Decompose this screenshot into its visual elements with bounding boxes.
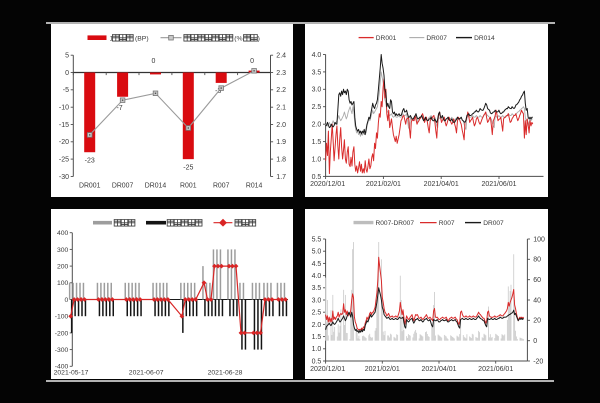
svg-text:(%,: (%, xyxy=(234,35,244,42)
svg-text:2021-05-17: 2021-05-17 xyxy=(54,369,89,376)
svg-text:2.1: 2.1 xyxy=(276,105,286,112)
svg-text:0: 0 xyxy=(65,297,69,304)
svg-text:2.0: 2.0 xyxy=(276,122,286,129)
svg-text:1.8: 1.8 xyxy=(276,157,286,164)
svg-text:R007: R007 xyxy=(213,183,230,190)
svg-text:4.0: 4.0 xyxy=(312,273,322,280)
svg-text:0: 0 xyxy=(533,338,537,345)
svg-text:DR007: DR007 xyxy=(426,35,447,42)
svg-text:2.5: 2.5 xyxy=(312,310,322,317)
svg-text:R014: R014 xyxy=(246,183,263,190)
svg-text:2021/06/01: 2021/06/01 xyxy=(478,366,513,373)
svg-text:DR014: DR014 xyxy=(145,183,167,190)
svg-text:-300: -300 xyxy=(55,347,69,354)
svg-text:2021/04/01: 2021/04/01 xyxy=(421,366,456,373)
svg-text:-25: -25 xyxy=(183,165,193,172)
svg-text:2021-06-28: 2021-06-28 xyxy=(208,369,243,376)
svg-text:200: 200 xyxy=(57,264,69,271)
svg-text:R007: R007 xyxy=(439,220,455,227)
svg-text:-23: -23 xyxy=(85,158,95,165)
svg-text:-10: -10 xyxy=(59,105,69,112)
svg-text:): ) xyxy=(258,35,260,42)
svg-text:R001: R001 xyxy=(180,183,197,190)
svg-text:-5: -5 xyxy=(63,87,69,94)
svg-text:1: 1 xyxy=(110,35,114,42)
svg-text:-100: -100 xyxy=(55,314,69,321)
svg-text:-25: -25 xyxy=(59,157,69,164)
svg-text:1.0: 1.0 xyxy=(312,346,322,353)
svg-text:-20: -20 xyxy=(533,358,543,365)
svg-text:-20: -20 xyxy=(59,139,69,146)
svg-text:1.5: 1.5 xyxy=(312,334,322,341)
svg-text:1.0: 1.0 xyxy=(312,156,322,163)
svg-text:2021/02/01: 2021/02/01 xyxy=(366,181,401,188)
svg-text:3.5: 3.5 xyxy=(312,285,322,292)
svg-text:300: 300 xyxy=(57,247,69,254)
svg-text:DR007: DR007 xyxy=(112,183,134,190)
svg-text:5.0: 5.0 xyxy=(312,249,322,256)
svg-text:2.4: 2.4 xyxy=(276,53,286,60)
svg-text:R007-DR007: R007-DR007 xyxy=(376,220,415,227)
svg-text:20: 20 xyxy=(533,318,541,325)
svg-text:DR007: DR007 xyxy=(483,220,504,227)
svg-text:2021-06-07: 2021-06-07 xyxy=(129,369,164,376)
svg-text:-200: -200 xyxy=(55,330,69,337)
svg-text:4.0: 4.0 xyxy=(312,52,322,59)
svg-text:400: 400 xyxy=(57,230,69,237)
svg-text:2.2: 2.2 xyxy=(276,87,286,94)
svg-text:1.9: 1.9 xyxy=(276,139,286,146)
svg-text:1.7: 1.7 xyxy=(276,174,286,181)
svg-text:1.5: 1.5 xyxy=(312,139,322,146)
svg-text:5.5: 5.5 xyxy=(312,236,322,243)
svg-text:(BP): (BP) xyxy=(135,35,149,42)
svg-text:2021/06/01: 2021/06/01 xyxy=(481,181,516,188)
svg-text:-7: -7 xyxy=(116,105,122,112)
svg-text:2020/12/01: 2020/12/01 xyxy=(310,366,345,373)
svg-text:0: 0 xyxy=(152,58,156,65)
svg-text:DR001: DR001 xyxy=(79,183,101,190)
svg-text:3.0: 3.0 xyxy=(312,87,322,94)
svg-text:100: 100 xyxy=(57,280,69,287)
svg-text:2.5: 2.5 xyxy=(312,104,322,111)
svg-text:0.5: 0.5 xyxy=(312,174,322,181)
svg-text:0.5: 0.5 xyxy=(312,358,322,365)
svg-text:40: 40 xyxy=(533,297,541,304)
svg-text:2021/02/01: 2021/02/01 xyxy=(365,366,400,373)
svg-text:4.5: 4.5 xyxy=(312,261,322,268)
svg-text:DR014: DR014 xyxy=(474,35,495,42)
svg-text:DR001: DR001 xyxy=(376,35,397,42)
svg-text:60: 60 xyxy=(533,277,541,284)
svg-text:2.0: 2.0 xyxy=(312,322,322,329)
svg-text:80: 80 xyxy=(533,257,541,264)
svg-text:0: 0 xyxy=(65,70,69,77)
svg-text:3.5: 3.5 xyxy=(312,69,322,76)
svg-text:2020/12/01: 2020/12/01 xyxy=(310,181,345,188)
svg-text:2.3: 2.3 xyxy=(276,70,286,77)
svg-text:-400: -400 xyxy=(55,364,69,371)
svg-text:0: 0 xyxy=(250,58,254,65)
svg-text:100: 100 xyxy=(533,236,545,243)
svg-text:-30: -30 xyxy=(59,174,69,181)
svg-text:2021/04/01: 2021/04/01 xyxy=(424,181,459,188)
svg-text:-15: -15 xyxy=(59,122,69,129)
svg-text:5: 5 xyxy=(65,53,69,60)
svg-text:2.0: 2.0 xyxy=(312,122,322,129)
svg-text:3.0: 3.0 xyxy=(312,297,322,304)
